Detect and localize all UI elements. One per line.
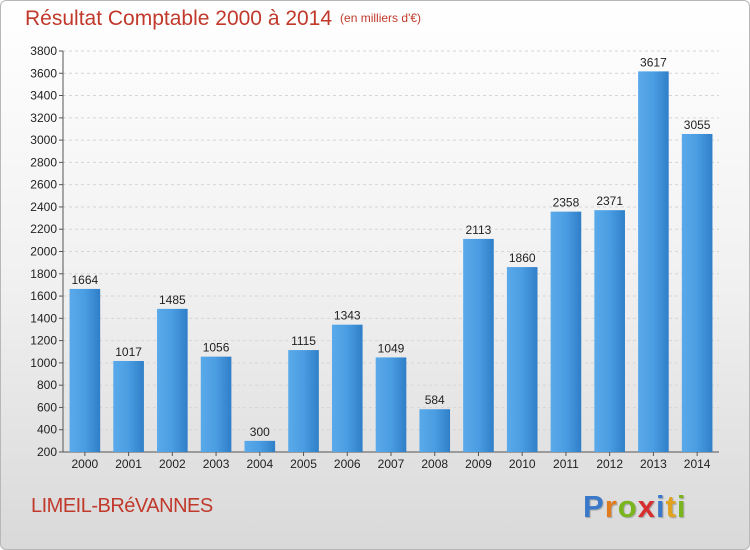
value-label-2012: 2371	[596, 194, 623, 208]
value-label-2014: 3055	[684, 118, 711, 132]
chart-title-text: Résultat Comptable 2000 à 2014	[25, 7, 333, 30]
x-tick-label-2007: 2007	[378, 457, 405, 471]
x-tick-label-2005: 2005	[290, 457, 317, 471]
y-tick-label: 200	[37, 445, 57, 459]
y-tick-label: 2000	[30, 245, 57, 259]
y-tick-label: 400	[37, 423, 57, 437]
bar-2006	[331, 324, 363, 452]
logo-letter: t	[665, 489, 677, 524]
bar-2013	[638, 71, 669, 453]
x-tick-label-2000: 2000	[72, 457, 99, 471]
x-tick-label-2013: 2013	[640, 457, 667, 471]
value-label-2013: 3617	[640, 55, 667, 69]
bar-2000	[69, 288, 101, 452]
x-tick-label-2001: 2001	[115, 457, 142, 471]
bar-2014	[681, 133, 713, 452]
value-label-2008: 584	[425, 393, 445, 407]
y-tick-label: 1400	[30, 311, 57, 325]
logo-letter: o	[617, 489, 638, 524]
y-tick-label: 3600	[30, 66, 57, 80]
x-tick-label-2011: 2011	[553, 457, 579, 471]
value-label-2009: 2113	[466, 223, 492, 237]
city-name: LIMEIL-BRéVANNES	[31, 495, 213, 517]
x-tick-label-2008: 2008	[421, 457, 448, 471]
x-tick-label-2003: 2003	[203, 457, 230, 471]
logo-letter: i	[655, 489, 666, 524]
bar-2005	[288, 350, 319, 452]
bar-2004	[244, 440, 276, 452]
bar-2009	[463, 238, 494, 452]
bar-2011	[550, 211, 582, 452]
value-label-2002: 1485	[159, 293, 186, 307]
y-tick-label: 2400	[30, 200, 57, 214]
logo-letter: x	[637, 489, 656, 524]
y-tick-label: 800	[37, 378, 57, 392]
y-tick-label: 1800	[30, 267, 57, 281]
bar-2002	[157, 308, 188, 452]
bar-2001	[113, 360, 144, 452]
logo-letter: P	[583, 489, 605, 524]
y-tick-label: 2800	[30, 155, 57, 169]
value-label-2004: 300	[250, 425, 270, 439]
value-label-2007: 1049	[378, 341, 405, 355]
value-label-2006: 1343	[334, 309, 361, 323]
y-tick-label: 3400	[30, 89, 57, 103]
labels: 1664 2000 1017 2001 1485 2002 1056 2003 300 2004 1…	[72, 55, 711, 471]
value-label-2001: 1017	[115, 345, 142, 359]
x-tick-label-2012: 2012	[596, 457, 623, 471]
logo-letter: i	[676, 489, 687, 524]
bar-2010	[506, 267, 538, 452]
x-tick-label-2002: 2002	[159, 457, 186, 471]
proxiti-logo: Proxiti	[583, 489, 687, 525]
bar-2012	[594, 210, 625, 452]
x-tick-label-2014: 2014	[684, 457, 711, 471]
y-tick-label: 3200	[30, 111, 57, 125]
bars	[69, 71, 713, 453]
x-tick-label-2010: 2010	[509, 457, 536, 471]
y-tick-label: 2600	[30, 178, 57, 192]
chart-subtitle: (en milliers d'€)	[340, 11, 422, 25]
x-tick-label-2006: 2006	[334, 457, 361, 471]
y-tick-label: 1000	[30, 356, 57, 370]
logo-letter: r	[604, 489, 618, 524]
y-tick-label: 3000	[30, 133, 57, 147]
bar-2008	[419, 409, 451, 452]
value-label-2005: 1115	[291, 334, 316, 348]
y-tick-label: 1600	[30, 289, 57, 303]
chart-title: Résultat Comptable 2000 à 2014 (en millie…	[25, 7, 421, 31]
value-label-2003: 1056	[203, 341, 230, 355]
value-label-2010: 1860	[509, 251, 536, 265]
x-tick-label-2009: 2009	[465, 457, 492, 471]
y-tick-label: 2200	[30, 222, 57, 236]
y-tick-label: 3800	[30, 44, 57, 58]
value-label-2011: 2358	[553, 196, 580, 210]
bar-2007	[375, 357, 407, 452]
y-tick-label: 600	[37, 400, 57, 414]
y-tick-label: 1200	[30, 334, 57, 348]
x-tick-label-2004: 2004	[246, 457, 273, 471]
value-label-2000: 1664	[72, 273, 99, 287]
bar-2003	[200, 356, 232, 452]
